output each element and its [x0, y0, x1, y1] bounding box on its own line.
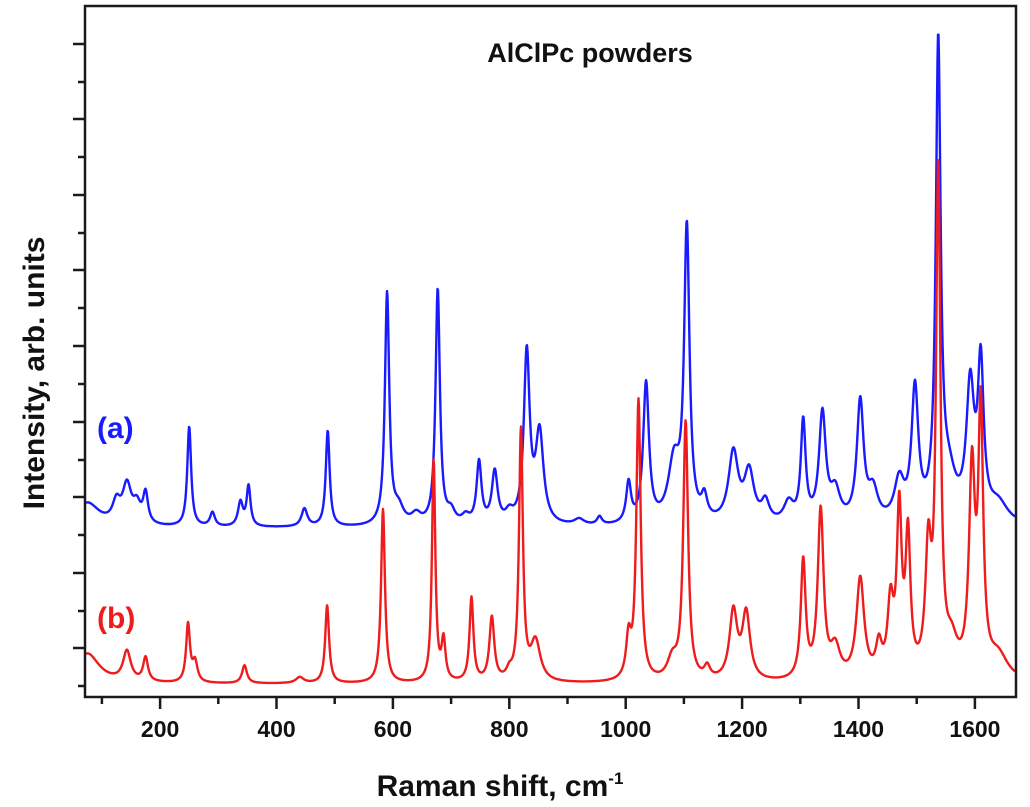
- series-label-b: (b): [97, 602, 135, 635]
- x-tick-label: 800: [490, 716, 528, 742]
- x-axis-label-superscript: -1: [608, 769, 623, 788]
- x-tick-label: 1600: [949, 716, 1000, 742]
- series-a-curve: [85, 33, 1016, 528]
- spectra-series: [85, 33, 1016, 685]
- x-tick-label: 1200: [717, 716, 768, 742]
- series-label-a: (a): [97, 412, 134, 445]
- x-tick-label: 400: [257, 716, 295, 742]
- x-tick-labels: 200 400 600 800 1000 1200 1400 1600: [141, 716, 1001, 742]
- chart-title: AlClPc powders: [487, 38, 693, 68]
- x-tick-label: 600: [374, 716, 412, 742]
- x-axis-label-text: Raman shift, cm: [377, 770, 609, 803]
- x-axis-label: Raman shift, cm-1: [377, 769, 624, 803]
- x-tick-label: 1000: [600, 716, 651, 742]
- plot-frame: [83, 4, 1018, 699]
- x-tick-label: 1400: [833, 716, 884, 742]
- y-axis-label: Intensity, arb. units: [18, 237, 51, 510]
- series-b-curve: [85, 158, 1016, 685]
- x-tick-label: 200: [141, 716, 179, 742]
